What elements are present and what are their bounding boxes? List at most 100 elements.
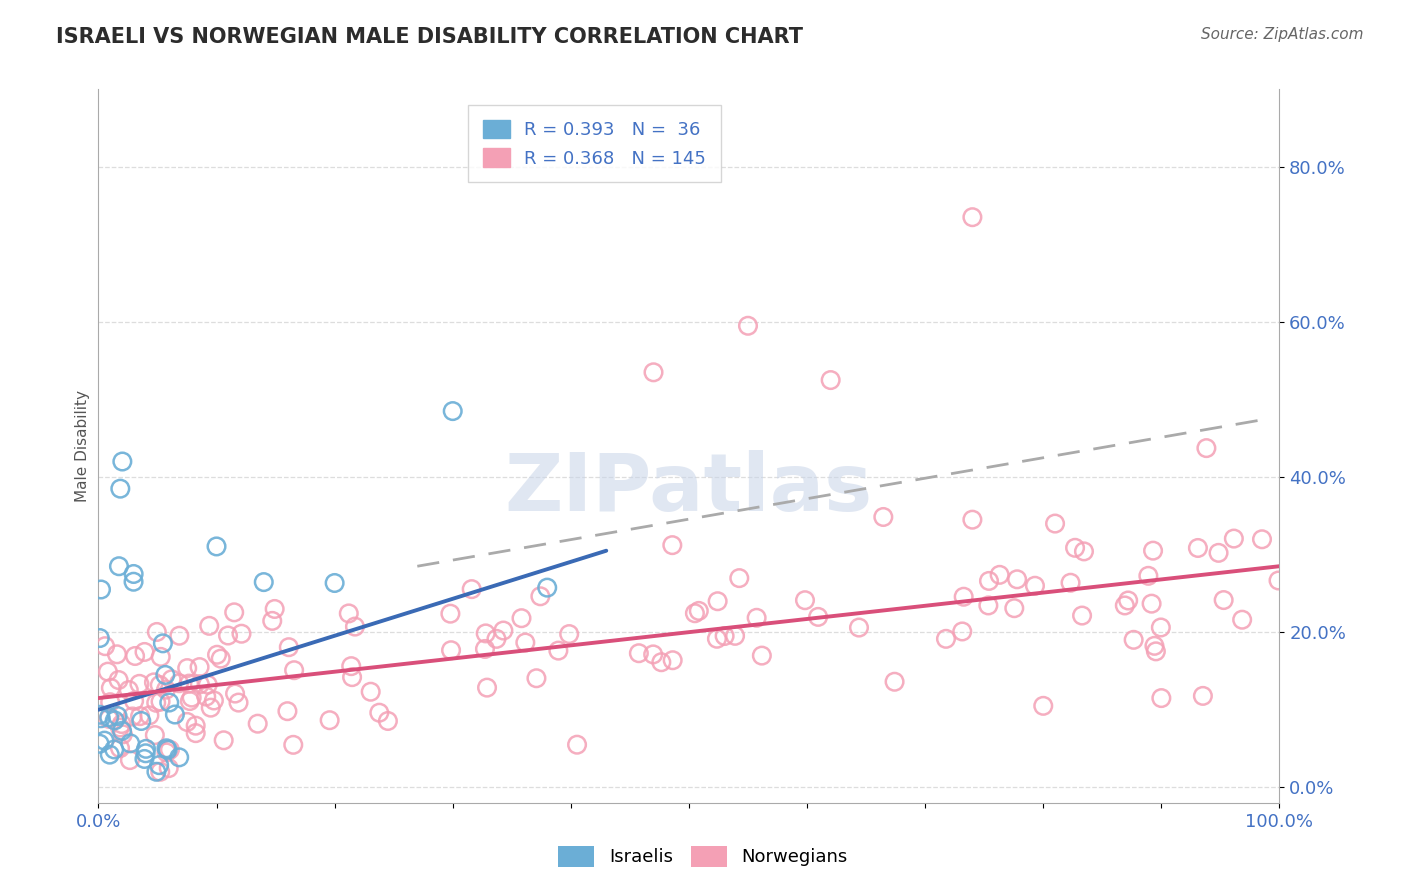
- Point: [169, 629, 191, 643]
- Point: [724, 629, 747, 643]
- Point: [122, 694, 145, 708]
- Point: [1005, 572, 1028, 586]
- Point: [713, 629, 735, 643]
- Point: [952, 590, 974, 604]
- Point: [1142, 543, 1164, 558]
- Point: [492, 624, 515, 638]
- Point: [565, 738, 588, 752]
- Point: [202, 693, 225, 707]
- Point: [90, 582, 112, 597]
- Point: [122, 574, 145, 589]
- Point: [217, 628, 239, 642]
- Point: [156, 743, 179, 757]
- Point: [1137, 569, 1160, 583]
- Point: [212, 733, 235, 747]
- Point: [97, 665, 120, 679]
- Point: [536, 581, 558, 595]
- Point: [179, 694, 201, 708]
- Point: [1073, 544, 1095, 558]
- Point: [98, 747, 121, 762]
- Point: [148, 758, 170, 772]
- Point: [643, 365, 665, 379]
- Point: [474, 626, 496, 640]
- Legend: Israelis, Norwegians: Israelis, Norwegians: [551, 838, 855, 874]
- Point: [118, 753, 141, 767]
- Point: [129, 714, 152, 728]
- Point: [950, 624, 973, 639]
- Point: [1251, 533, 1274, 547]
- Point: [872, 510, 894, 524]
- Point: [103, 742, 125, 756]
- Point: [988, 567, 1011, 582]
- Point: [751, 648, 773, 663]
- Point: [205, 648, 228, 662]
- Point: [1230, 613, 1253, 627]
- Point: [547, 643, 569, 657]
- Point: [1192, 689, 1215, 703]
- Point: [283, 663, 305, 677]
- Point: [163, 707, 186, 722]
- Point: [460, 582, 482, 596]
- Point: [377, 714, 399, 728]
- Point: [277, 640, 299, 655]
- Point: [97, 712, 120, 726]
- Point: [120, 736, 142, 750]
- Point: [1144, 644, 1167, 658]
- Point: [283, 738, 305, 752]
- Point: [149, 695, 172, 709]
- Point: [155, 741, 177, 756]
- Point: [152, 636, 174, 650]
- Point: [688, 604, 710, 618]
- Point: [515, 635, 537, 649]
- Point: [157, 696, 180, 710]
- Point: [262, 614, 284, 628]
- Point: [1212, 593, 1234, 607]
- Point: [155, 668, 177, 682]
- Point: [1114, 599, 1136, 613]
- Point: [111, 727, 134, 741]
- Point: [360, 684, 382, 698]
- Point: [1187, 541, 1209, 555]
- Point: [627, 646, 650, 660]
- Point: [737, 318, 759, 333]
- Point: [180, 690, 202, 705]
- Point: [1116, 593, 1139, 607]
- Point: [820, 373, 842, 387]
- Point: [198, 619, 221, 633]
- Point: [224, 687, 246, 701]
- Point: [124, 648, 146, 663]
- Point: [1043, 516, 1066, 531]
- Point: [176, 714, 198, 729]
- Point: [1002, 601, 1025, 615]
- Point: [145, 696, 167, 710]
- Point: [205, 540, 228, 554]
- Point: [93, 733, 115, 747]
- Point: [160, 673, 183, 687]
- Point: [155, 746, 177, 760]
- Point: [98, 710, 121, 724]
- Point: [110, 482, 132, 496]
- Point: [510, 611, 533, 625]
- Point: [1195, 441, 1218, 455]
- Point: [318, 713, 340, 727]
- Point: [1071, 608, 1094, 623]
- Point: [224, 605, 246, 619]
- Point: [935, 632, 957, 646]
- Point: [474, 642, 496, 657]
- Point: [142, 675, 165, 690]
- Point: [129, 709, 152, 723]
- Point: [184, 719, 207, 733]
- Point: [439, 607, 461, 621]
- Point: [122, 566, 145, 581]
- Point: [1150, 620, 1173, 634]
- Point: [962, 210, 984, 224]
- Point: [643, 648, 665, 662]
- Point: [177, 676, 200, 690]
- Point: [1059, 575, 1081, 590]
- Point: [529, 589, 551, 603]
- Point: [149, 678, 172, 692]
- Point: [146, 624, 169, 639]
- Point: [337, 607, 360, 621]
- Point: [138, 708, 160, 723]
- Point: [485, 632, 508, 646]
